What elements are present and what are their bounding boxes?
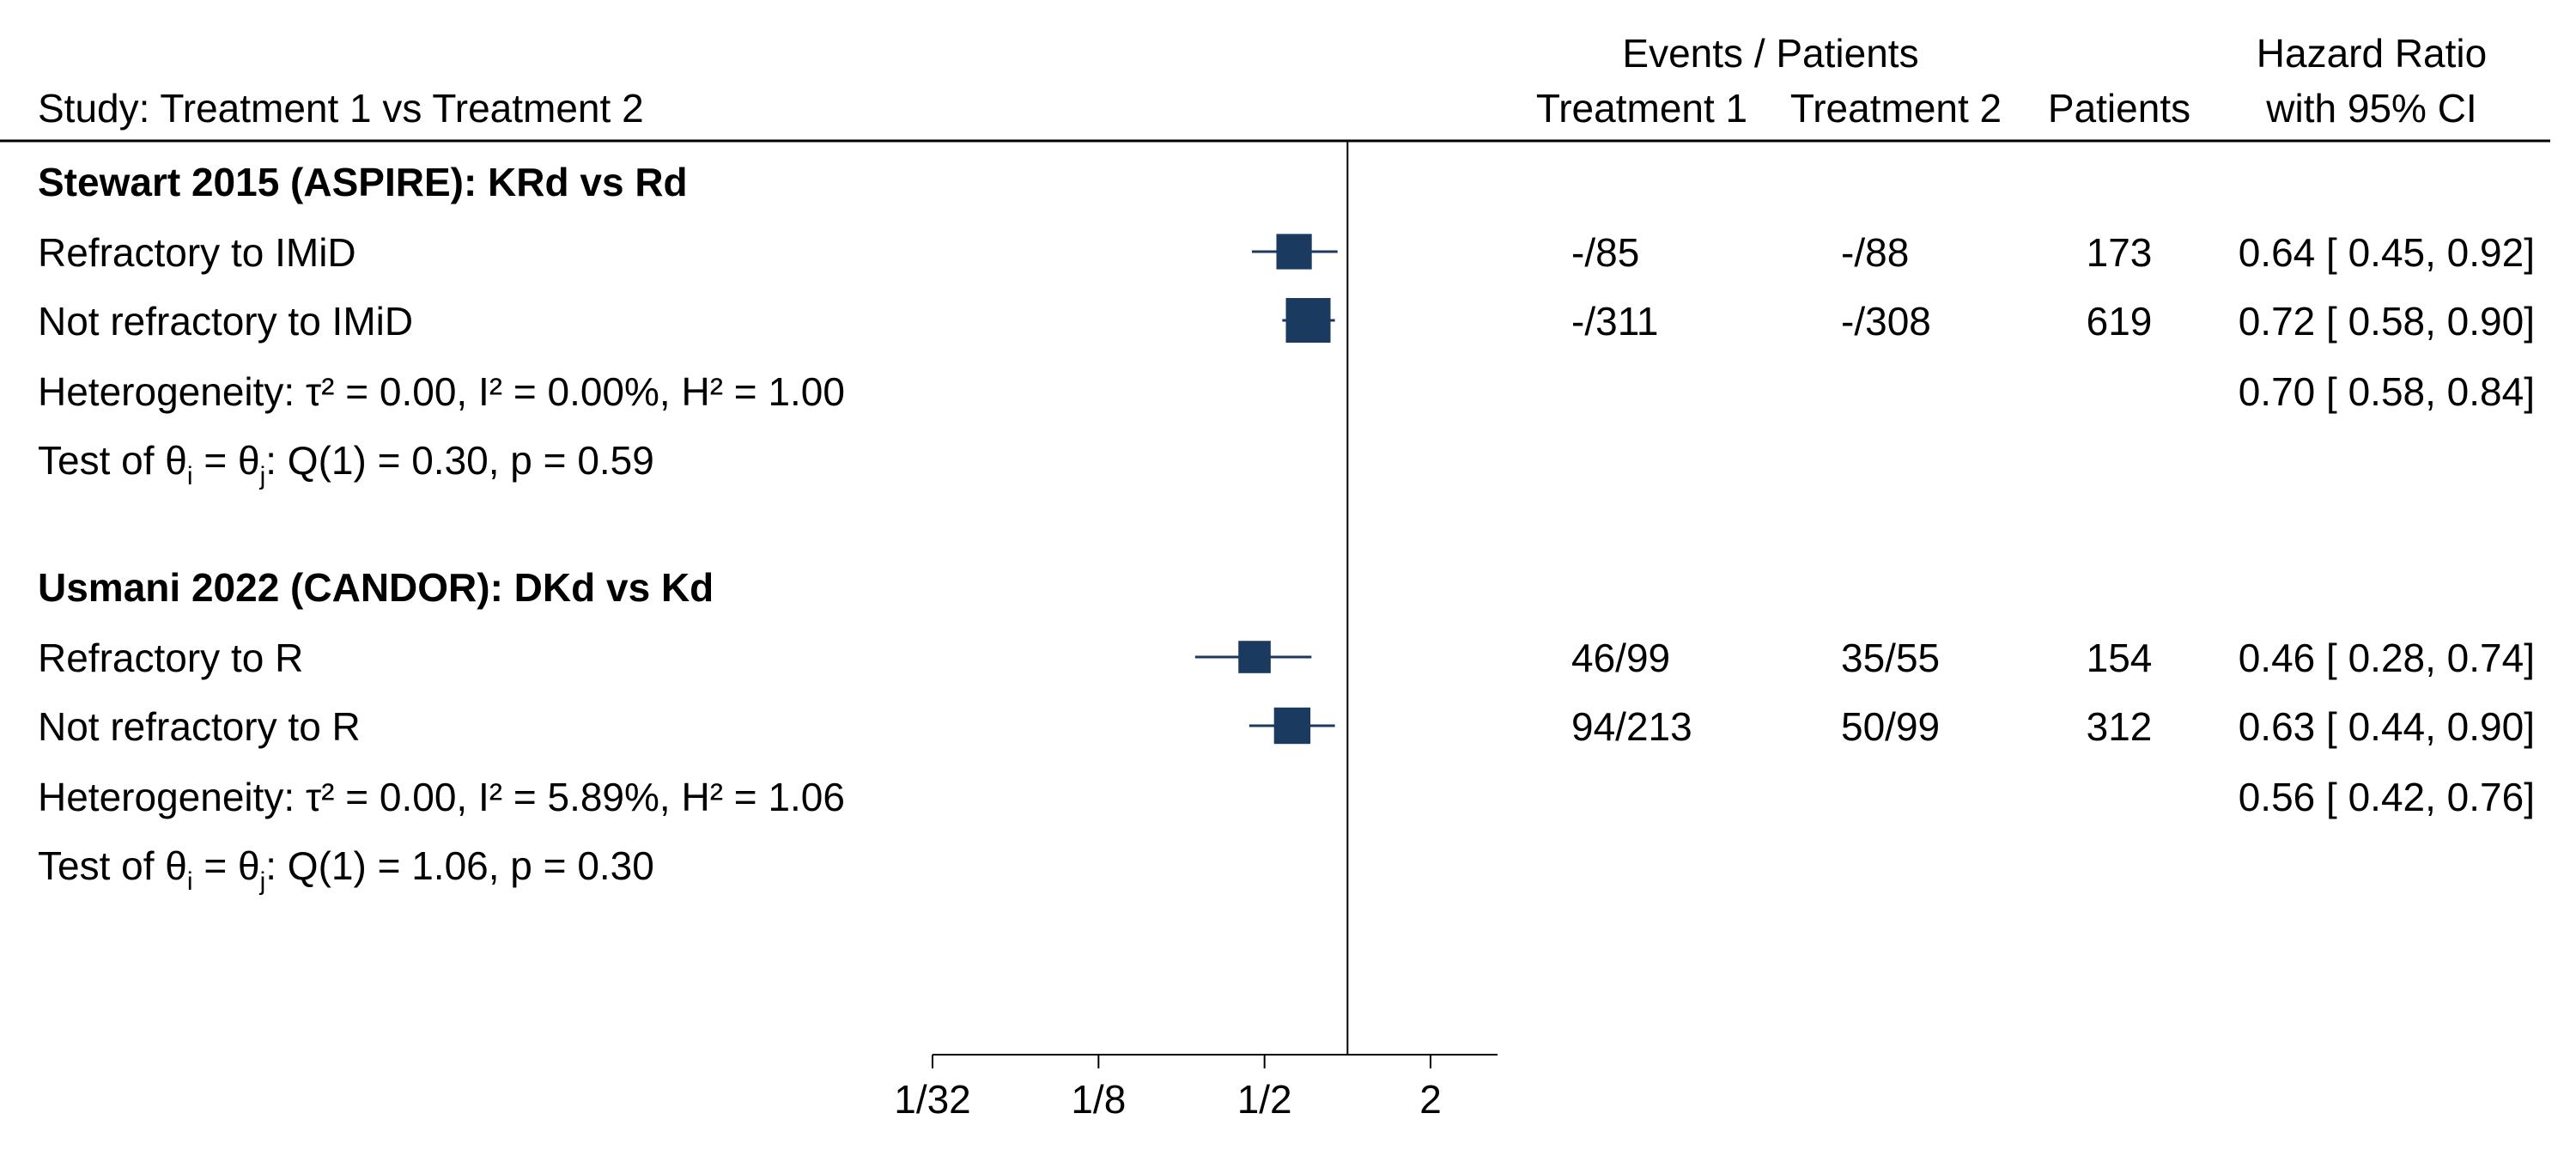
effect-square	[1276, 234, 1312, 270]
x-axis: 1/32 1/8 1/2 2	[894, 1054, 1498, 1122]
effect-square	[1285, 298, 1331, 343]
events-treatment1: 94/213	[1571, 704, 1692, 749]
hazard-ratio-ci: 0.63 [ 0.44, 0.90]	[2239, 704, 2535, 749]
x-tick-label: 2	[1419, 1077, 1442, 1122]
events-treatment2: -/88	[1841, 230, 1909, 275]
pooled-hazard-ratio: 0.70 [ 0.58, 0.84]	[2239, 369, 2535, 414]
group-title: Usmani 2022 (CANDOR): DKd vs Kd	[38, 565, 714, 610]
group-stewart-2015: Stewart 2015 (ASPIRE): KRd vs Rd Refract…	[38, 160, 2535, 490]
hazard-ratio-ci: 0.46 [ 0.28, 0.74]	[2239, 636, 2535, 680]
hazard-ratio-ci: 0.72 [ 0.58, 0.90]	[2239, 299, 2535, 344]
patients-count: 619	[2087, 299, 2153, 344]
study-label: Refractory to R	[38, 636, 303, 680]
heterogeneity-stats: Heterogeneity: τ² = 0.00, I² = 0.00%, H²…	[38, 369, 845, 414]
study-label: Refractory to IMiD	[38, 230, 356, 275]
x-tick-label: 1/8	[1071, 1077, 1126, 1122]
heterogeneity-stats: Heterogeneity: τ² = 0.00, I² = 5.89%, H²…	[38, 775, 845, 819]
hazard-ratio-ci: 0.64 [ 0.45, 0.92]	[2239, 230, 2535, 275]
homogeneity-test: Test of θi = θj: Q(1) = 1.06, p = 0.30	[38, 843, 654, 896]
header-effect-line2: with 95% CI	[2265, 86, 2476, 131]
effect-square	[1273, 707, 1311, 745]
study-marker	[1249, 707, 1335, 745]
events-treatment2: -/308	[1841, 299, 1931, 344]
x-tick-label: 1/2	[1237, 1077, 1292, 1122]
study-row: Not refractory to IMiD -/311 -/308 619 0…	[38, 298, 2535, 344]
events-treatment1: -/85	[1571, 230, 1639, 275]
header-treatment2: Treatment 2	[1790, 86, 2002, 131]
study-marker	[1194, 641, 1312, 673]
study-marker	[1282, 298, 1335, 343]
patients-count: 312	[2087, 704, 2153, 749]
x-tick-label: 1/32	[894, 1077, 971, 1122]
study-row: Refractory to R 46/99 35/55 154 0.46 [ 0…	[38, 636, 2535, 680]
homogeneity-test: Test of θi = θj: Q(1) = 0.30, p = 0.59	[38, 438, 654, 490]
header-patients: Patients	[2048, 86, 2190, 131]
events-treatment1: -/311	[1571, 299, 1658, 344]
events-treatment2: 50/99	[1841, 704, 1940, 749]
group-title: Stewart 2015 (ASPIRE): KRd vs Rd	[38, 160, 688, 204]
patients-count: 154	[2087, 636, 2153, 680]
pooled-hazard-ratio: 0.56 [ 0.42, 0.76]	[2239, 775, 2535, 819]
study-row: Refractory to IMiD -/85 -/88 173 0.64 [ …	[38, 230, 2535, 275]
header-treatment1: Treatment 1	[1536, 86, 1747, 131]
study-label: Not refractory to IMiD	[38, 299, 413, 344]
study-label: Not refractory to R	[38, 704, 361, 749]
study-row: Not refractory to R 94/213 50/99 312 0.6…	[38, 704, 2535, 749]
events-treatment1: 46/99	[1571, 636, 1670, 680]
header: Events / Patients Hazard Ratio Study: Tr…	[0, 31, 2550, 143]
header-study: Study: Treatment 1 vs Treatment 2	[38, 86, 644, 131]
study-marker	[1251, 234, 1338, 270]
patients-count: 173	[2087, 230, 2153, 275]
header-effect-line1: Hazard Ratio	[2257, 31, 2487, 76]
events-treatment2: 35/55	[1841, 636, 1940, 680]
effect-square	[1238, 641, 1271, 673]
header-events-group: Events / Patients	[1622, 31, 1918, 76]
group-usmani-2022: Usmani 2022 (CANDOR): DKd vs Kd Refracto…	[38, 565, 2535, 896]
